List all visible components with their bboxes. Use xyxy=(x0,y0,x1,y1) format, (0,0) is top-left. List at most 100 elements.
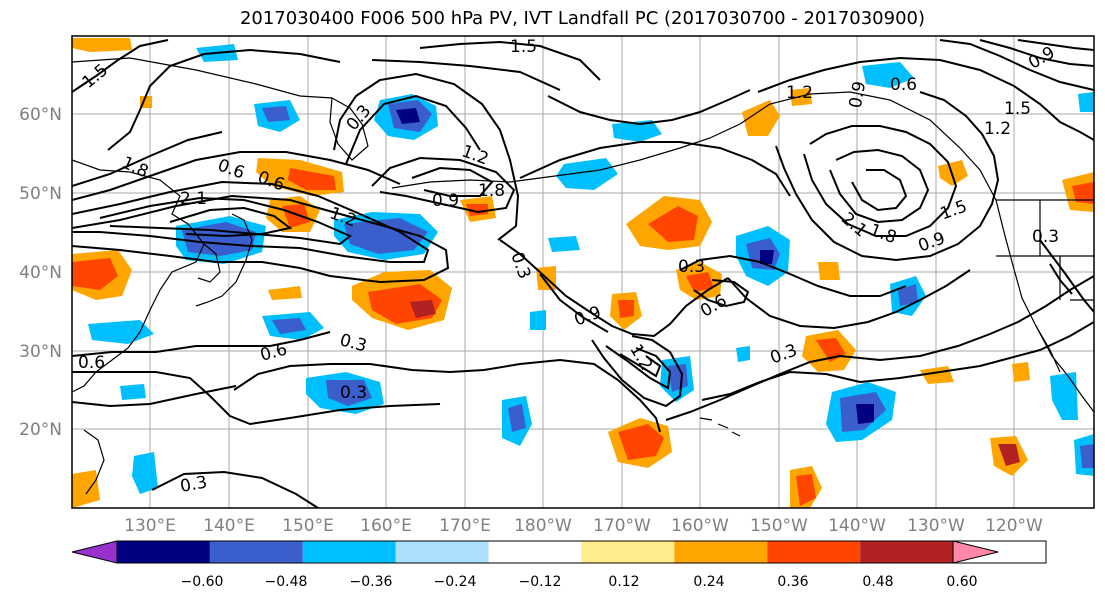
contour-line xyxy=(72,371,441,426)
cool-patch xyxy=(898,284,918,306)
contour-line xyxy=(499,239,729,338)
gridlines xyxy=(72,36,1094,508)
colorbar-tick-label: −0.36 xyxy=(350,574,393,590)
colorbar-cell xyxy=(117,541,210,563)
lon-label: 120°W xyxy=(985,516,1043,536)
longitude-labels: 130°E 140°E 150°E 160°E 170°E 180°W 170°… xyxy=(124,516,1043,536)
warm-patch xyxy=(648,206,698,242)
contour-line xyxy=(803,125,958,237)
contour-line xyxy=(107,48,341,151)
baja xyxy=(1035,325,1061,373)
cool-patch xyxy=(272,318,306,334)
kamchatka-coast xyxy=(329,97,369,161)
aleutian-chain xyxy=(391,123,741,189)
colorbar-tick-label: 0.48 xyxy=(862,574,893,590)
contour-label: 0.9 xyxy=(846,80,870,110)
cool-patch xyxy=(612,120,662,142)
cool-patch xyxy=(548,236,580,252)
warm-patch xyxy=(72,38,132,52)
warm-patch xyxy=(72,258,118,290)
us-states xyxy=(996,200,1094,301)
contour-label: 0.3 xyxy=(179,473,209,497)
contour-line xyxy=(693,279,750,308)
colorbar-tick-label: −0.12 xyxy=(519,574,562,590)
lon-label: 150°E xyxy=(282,516,334,536)
colorbar-tick-label: −0.60 xyxy=(181,574,224,590)
cool-patch xyxy=(396,108,420,124)
lat-label: 40°N xyxy=(19,263,62,283)
philippines xyxy=(83,429,105,495)
asia-coast xyxy=(72,159,205,393)
hawaii xyxy=(699,417,741,437)
contour-line xyxy=(72,331,331,357)
contour-line xyxy=(939,39,1094,91)
contour-label: 0.6 xyxy=(258,339,289,365)
positive-anomaly-patches xyxy=(72,38,1094,508)
lon-label: 160°E xyxy=(360,516,412,536)
lon-label: 170°W xyxy=(593,516,651,536)
contour-line xyxy=(72,180,430,263)
contour-label: 0.3 xyxy=(768,340,800,368)
contour-label: 0.3 xyxy=(506,250,534,282)
contour-label: 2.1 xyxy=(180,189,207,209)
japan-coast xyxy=(195,213,253,307)
contour-line xyxy=(679,254,907,297)
pv-contours xyxy=(72,39,1094,508)
colorbar-tick-label: 0.60 xyxy=(946,574,977,590)
contour-label: 0.9 xyxy=(1025,43,1058,74)
warm-patch xyxy=(618,424,664,460)
contour-line xyxy=(979,39,1094,67)
lat-label: 20°N xyxy=(19,420,62,440)
contour-label: 0.3 xyxy=(338,330,369,356)
map-title: 2017030400 F006 500 hPa PV, IVT Landfall… xyxy=(239,8,926,29)
contour-line xyxy=(547,89,751,126)
contour-label: 1.2 xyxy=(984,119,1011,139)
contour-line xyxy=(665,275,1094,421)
colorbar-tick-label: 0.24 xyxy=(693,574,724,590)
colorbar-cell xyxy=(302,541,396,563)
negative-anomaly-patches xyxy=(88,44,1094,494)
lat-label: 60°N xyxy=(19,105,62,125)
warm-patch xyxy=(466,204,488,216)
contour-label: 1.2 xyxy=(459,141,491,169)
contour-label: 1.2 xyxy=(625,341,656,374)
warm-patch xyxy=(618,300,634,318)
colorbar-cell xyxy=(209,541,303,563)
warm-patch xyxy=(998,444,1020,466)
cool-patch xyxy=(344,218,428,254)
contour-label: 1.5 xyxy=(938,196,970,224)
contour-line xyxy=(1039,239,1094,313)
warm-patch xyxy=(72,470,100,508)
contour-line xyxy=(591,335,684,408)
lon-label: 140°W xyxy=(828,516,886,536)
colorbar-cell xyxy=(395,541,489,563)
warm-patch xyxy=(288,168,336,190)
cool-patch xyxy=(88,320,154,344)
colorbar-cell xyxy=(860,541,954,563)
contour-line xyxy=(169,206,293,238)
warm-patch xyxy=(268,286,302,300)
contour-line xyxy=(371,59,561,91)
contour-line xyxy=(151,470,319,508)
contour-line xyxy=(72,151,401,201)
colorbar-ticks: −0.60 −0.48 −0.36 −0.24 −0.12 0.12 0.24 … xyxy=(181,574,978,590)
lon-label: 170°E xyxy=(439,516,491,536)
latitude-labels: 60°N 50°N 40°N 30°N 20°N xyxy=(19,105,62,440)
lat-label: 50°N xyxy=(19,184,62,204)
colorbar-cell xyxy=(767,541,861,563)
lon-label: 140°E xyxy=(203,516,255,536)
colorbar-tick-label: −0.48 xyxy=(265,574,308,590)
lon-label: 130°W xyxy=(907,516,965,536)
warm-patch xyxy=(938,160,968,186)
contour-label: 1.5 xyxy=(79,60,113,93)
warm-patch xyxy=(790,88,812,106)
cool-patch xyxy=(1050,372,1078,420)
contour-label: 0.9 xyxy=(432,191,459,211)
contour-label: 0.3 xyxy=(340,383,367,403)
warm-patch xyxy=(742,100,780,136)
colorbar-outline xyxy=(116,540,1047,564)
colorbar-cell xyxy=(488,541,582,563)
cool-patch xyxy=(760,250,774,264)
cool-patch xyxy=(556,158,618,190)
colorbar-extend-min xyxy=(71,540,118,564)
